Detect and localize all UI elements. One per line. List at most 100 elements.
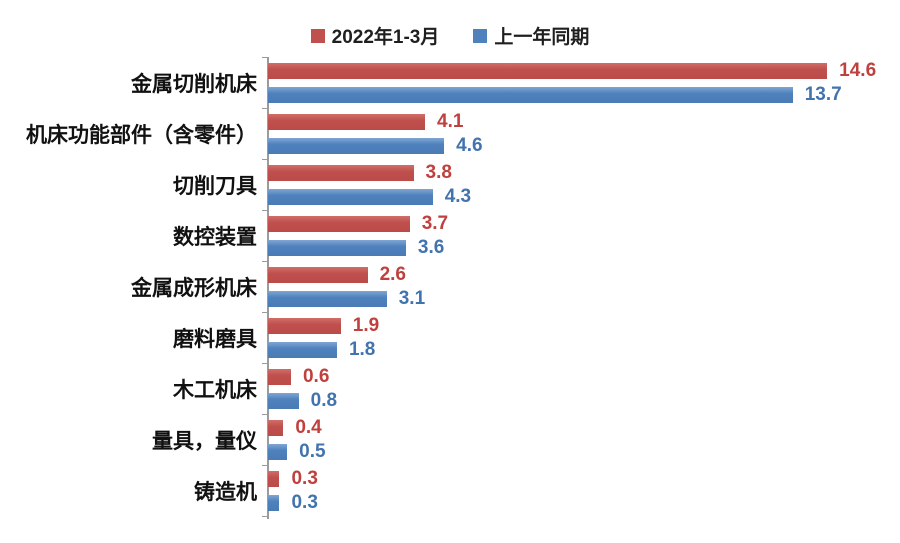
bar-current-period bbox=[268, 114, 426, 130]
axis-tick bbox=[262, 210, 267, 211]
axis-tick bbox=[262, 159, 267, 160]
value-label: 14.6 bbox=[839, 60, 877, 81]
category-label: 木工机床 bbox=[173, 377, 257, 402]
category-row: 机床功能部件（含零件） 4.1 4.6 bbox=[0, 108, 900, 159]
legend-label-current-period: 2022年1-3月 bbox=[331, 27, 440, 48]
value-label: 0.6 bbox=[302, 366, 330, 387]
bar-line: 3.7 bbox=[268, 213, 900, 234]
value-label: 0.5 bbox=[299, 441, 326, 462]
value-label: 2.6 bbox=[379, 264, 406, 285]
axis-tick bbox=[262, 363, 267, 364]
bar-previous-period bbox=[268, 291, 387, 307]
bar-group: 0.6 0.8 bbox=[268, 363, 900, 414]
value-label: 0.8 bbox=[310, 390, 338, 411]
bar-group: 0.3 0.3 bbox=[268, 465, 900, 516]
bar-current-period bbox=[268, 63, 828, 79]
category-row: 铸造机 0.3 0.3 bbox=[0, 465, 900, 516]
value-label: 0.3 bbox=[291, 492, 318, 513]
bar-line: 0.3 bbox=[268, 492, 900, 513]
category-row: 量具，量仪 0.4 0.5 bbox=[0, 414, 900, 465]
axis-tick bbox=[262, 465, 267, 466]
value-label: 13.7 bbox=[804, 84, 842, 105]
category-axis-line bbox=[267, 57, 269, 519]
bar-previous-period bbox=[268, 393, 299, 409]
bar-current-period bbox=[268, 216, 410, 232]
axis-tick bbox=[262, 312, 267, 313]
category-label: 量具，量仪 bbox=[152, 428, 257, 453]
bar-previous-period bbox=[268, 87, 793, 103]
category-row: 磨料磨具 1.9 1.8 bbox=[0, 312, 900, 363]
value-label: 4.3 bbox=[444, 186, 472, 207]
bar-previous-period bbox=[268, 189, 433, 205]
bar-line: 1.8 bbox=[268, 339, 900, 360]
chart-legend: 2022年1-3月 上一年同期 bbox=[0, 22, 900, 49]
bar-line: 13.7 bbox=[268, 84, 900, 105]
bar-line: 0.4 bbox=[268, 417, 900, 438]
bar-group: 0.4 0.5 bbox=[268, 414, 900, 465]
bar-current-period bbox=[268, 267, 368, 283]
bar-line: 3.1 bbox=[268, 288, 900, 309]
legend-label-previous-period: 上一年同期 bbox=[494, 27, 590, 48]
bar-previous-period bbox=[268, 138, 445, 154]
value-label: 3.6 bbox=[417, 237, 445, 258]
bar-line: 0.6 bbox=[268, 366, 900, 387]
legend-swatch-blue bbox=[473, 28, 488, 43]
legend-swatch-red bbox=[310, 28, 325, 43]
value-label: 1.8 bbox=[348, 339, 376, 360]
bar-previous-period bbox=[268, 240, 406, 256]
value-label: 3.8 bbox=[425, 162, 452, 183]
bar-current-period bbox=[268, 165, 414, 181]
category-label: 机床功能部件（含零件） bbox=[26, 122, 257, 147]
value-label: 3.7 bbox=[421, 213, 449, 234]
bar-group: 4.1 4.6 bbox=[268, 108, 900, 159]
bar-line: 3.8 bbox=[268, 162, 900, 183]
bar-line: 3.6 bbox=[268, 237, 900, 258]
bar-current-period bbox=[268, 369, 291, 385]
bar-group: 1.9 1.8 bbox=[268, 312, 900, 363]
bar-group: 3.8 4.3 bbox=[268, 159, 900, 210]
value-label: 4.6 bbox=[456, 135, 483, 156]
axis-tick bbox=[262, 516, 267, 517]
bar-line: 2.6 bbox=[268, 264, 900, 285]
category-row: 数控装置 3.7 3.6 bbox=[0, 210, 900, 261]
value-label: 4.1 bbox=[437, 111, 464, 132]
value-label: 0.4 bbox=[295, 417, 322, 438]
value-label: 3.1 bbox=[398, 288, 426, 309]
category-label: 切削刀具 bbox=[173, 173, 257, 198]
bar-line: 4.3 bbox=[268, 186, 900, 207]
axis-tick bbox=[262, 57, 267, 58]
category-label: 数控装置 bbox=[173, 224, 257, 249]
legend-item-current-period: 2022年1-3月 bbox=[310, 22, 440, 49]
bar-line: 4.1 bbox=[268, 111, 900, 132]
category-row: 金属成形机床 2.6 3.1 bbox=[0, 261, 900, 312]
bar-current-period bbox=[268, 471, 280, 487]
bar-line: 14.6 bbox=[268, 60, 900, 81]
axis-tick bbox=[262, 108, 267, 109]
bar-line: 0.3 bbox=[268, 468, 900, 489]
bar-group: 14.6 13.7 bbox=[268, 57, 900, 108]
plot-area: 金属切削机床 14.6 13.7 机床功能部件（含零件） 4.1 4.6 切削刀具 3.8 4.… bbox=[0, 57, 900, 525]
bar-previous-period bbox=[268, 342, 337, 358]
category-label: 金属成形机床 bbox=[131, 275, 257, 300]
legend-item-previous-period: 上一年同期 bbox=[473, 22, 589, 49]
bar-previous-period bbox=[268, 444, 288, 460]
axis-tick bbox=[262, 261, 267, 262]
axis-tick bbox=[262, 414, 267, 415]
category-label: 磨料磨具 bbox=[173, 326, 257, 351]
bar-line: 0.8 bbox=[268, 390, 900, 411]
bar-current-period bbox=[268, 420, 284, 436]
category-row: 金属切削机床 14.6 13.7 bbox=[0, 57, 900, 108]
category-label: 铸造机 bbox=[194, 479, 257, 504]
bar-group: 3.7 3.6 bbox=[268, 210, 900, 261]
bar-line: 4.6 bbox=[268, 135, 900, 156]
bar-current-period bbox=[268, 318, 341, 334]
category-label: 金属切削机床 bbox=[131, 71, 257, 96]
bar-rows: 金属切削机床 14.6 13.7 机床功能部件（含零件） 4.1 4.6 切削刀具 3.8 4.… bbox=[0, 57, 900, 516]
bar-group: 2.6 3.1 bbox=[268, 261, 900, 312]
value-label: 0.3 bbox=[291, 468, 318, 489]
bar-previous-period bbox=[268, 495, 280, 511]
value-label: 1.9 bbox=[352, 315, 380, 336]
category-row: 木工机床 0.6 0.8 bbox=[0, 363, 900, 414]
bar-line: 0.5 bbox=[268, 441, 900, 462]
